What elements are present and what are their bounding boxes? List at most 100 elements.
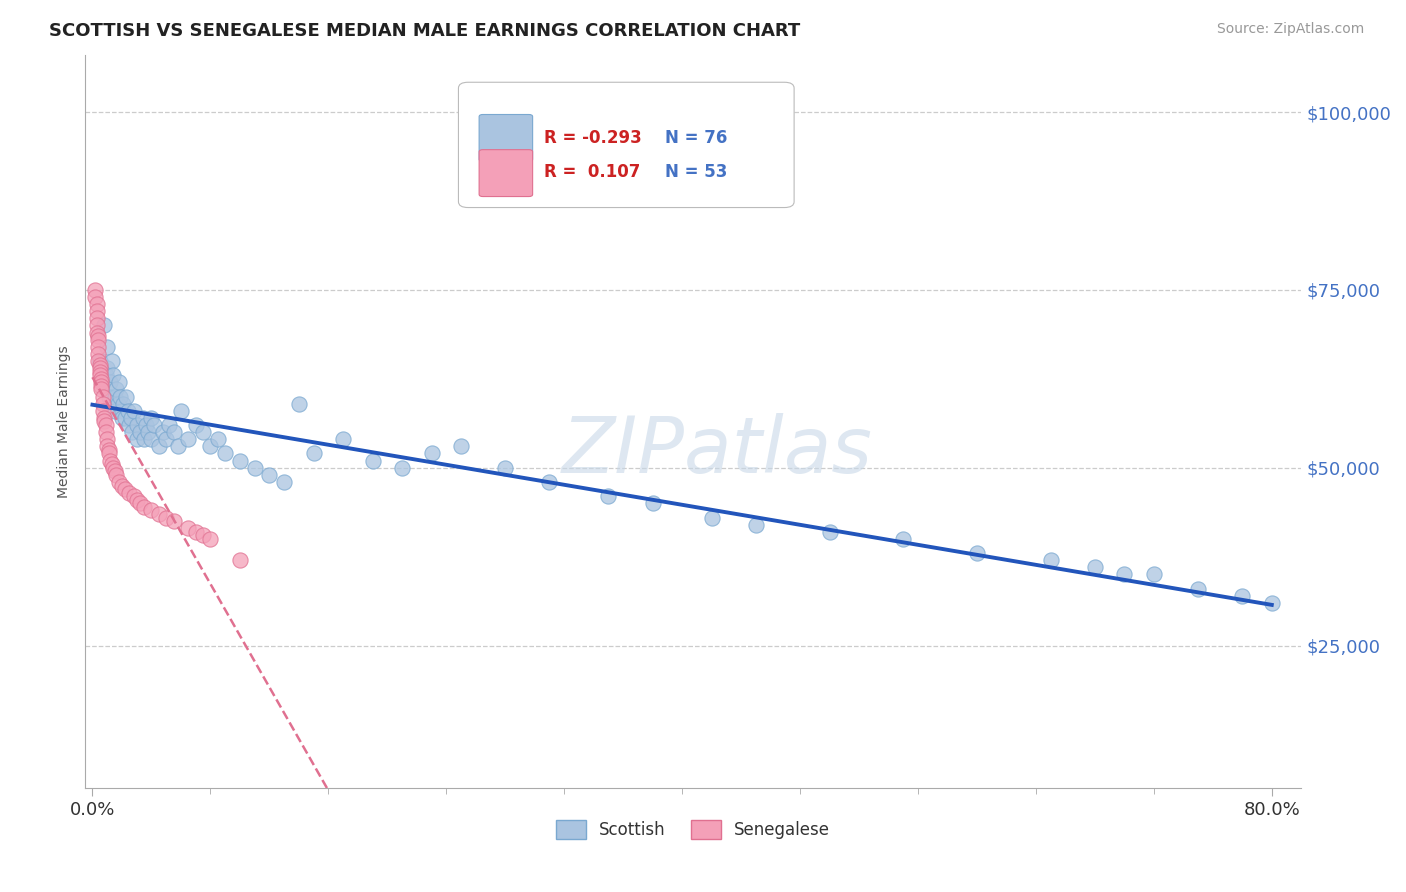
Point: [86, 304, 108, 318]
Point: [361, 453, 384, 467]
Point: [132, 432, 155, 446]
Point: [273, 475, 295, 489]
Point: [96, 439, 118, 453]
Point: [141, 503, 163, 517]
Point: [1039, 553, 1062, 567]
Point: [89, 358, 111, 372]
Point: [91, 404, 114, 418]
Point: [191, 425, 214, 439]
Point: [288, 397, 311, 411]
Point: [111, 478, 134, 492]
Point: [184, 524, 207, 539]
Point: [89, 368, 111, 383]
Point: [143, 418, 166, 433]
Point: [112, 397, 135, 411]
Point: [200, 439, 222, 453]
Point: [177, 521, 200, 535]
Legend: Scottish, Senegalese: Scottish, Senegalese: [550, 813, 837, 846]
Point: [105, 467, 128, 482]
Point: [1114, 567, 1136, 582]
Point: [120, 411, 142, 425]
Point: [86, 311, 108, 326]
Point: [125, 432, 148, 446]
Point: [101, 460, 124, 475]
Point: [86, 297, 108, 311]
Text: SCOTTISH VS SENEGALESE MEDIAN MALE EARNINGS CORRELATION CHART: SCOTTISH VS SENEGALESE MEDIAN MALE EARNI…: [49, 22, 800, 40]
Point: [148, 439, 170, 453]
Point: [207, 432, 229, 446]
Point: [191, 528, 214, 542]
Point: [103, 464, 125, 478]
Point: [117, 404, 139, 418]
Point: [184, 418, 207, 433]
Point: [97, 446, 120, 460]
Point: [128, 496, 150, 510]
Point: [114, 411, 136, 425]
Point: [87, 354, 110, 368]
Point: [1143, 567, 1166, 582]
Point: [110, 390, 132, 404]
Point: [167, 439, 190, 453]
Point: [138, 425, 160, 439]
Point: [125, 492, 148, 507]
Point: [1084, 560, 1107, 574]
Point: [90, 379, 112, 393]
Point: [101, 368, 124, 383]
Point: [84, 290, 107, 304]
Point: [108, 376, 131, 390]
Point: [100, 354, 122, 368]
Point: [131, 411, 153, 425]
Y-axis label: Median Male Earnings: Median Male Earnings: [58, 345, 72, 498]
Point: [128, 425, 150, 439]
FancyBboxPatch shape: [479, 150, 533, 196]
Point: [155, 432, 177, 446]
Point: [332, 432, 354, 446]
Point: [700, 510, 723, 524]
Point: [96, 432, 118, 446]
Point: [243, 460, 266, 475]
Text: N = 76: N = 76: [665, 129, 727, 147]
Point: [94, 418, 117, 433]
Point: [200, 532, 222, 546]
Point: [214, 446, 236, 460]
Point: [745, 517, 768, 532]
Point: [966, 546, 988, 560]
Point: [87, 329, 110, 343]
Point: [111, 411, 134, 425]
Point: [122, 404, 145, 418]
Point: [122, 489, 145, 503]
Point: [115, 390, 138, 404]
Point: [84, 283, 107, 297]
Point: [97, 442, 120, 457]
Point: [87, 340, 110, 354]
Point: [641, 496, 664, 510]
Point: [93, 318, 115, 333]
Point: [1187, 582, 1209, 596]
Point: [96, 340, 118, 354]
Point: [89, 365, 111, 379]
Point: [91, 390, 114, 404]
Point: [94, 425, 117, 439]
Point: [162, 514, 184, 528]
Point: [450, 439, 472, 453]
Point: [134, 418, 156, 433]
Point: [157, 418, 180, 433]
Text: ZIPatlas: ZIPatlas: [562, 413, 873, 489]
Point: [86, 318, 108, 333]
Point: [94, 368, 117, 383]
Point: [98, 453, 121, 467]
Point: [105, 383, 128, 397]
Point: [494, 460, 516, 475]
Point: [162, 425, 184, 439]
Point: [100, 457, 122, 471]
Point: [98, 376, 121, 390]
Point: [103, 390, 125, 404]
Point: [107, 397, 129, 411]
Point: [598, 489, 620, 503]
Point: [87, 347, 110, 361]
Point: [91, 397, 114, 411]
Point: [229, 553, 252, 567]
FancyBboxPatch shape: [479, 114, 533, 161]
Point: [1261, 596, 1284, 610]
Point: [87, 333, 110, 347]
